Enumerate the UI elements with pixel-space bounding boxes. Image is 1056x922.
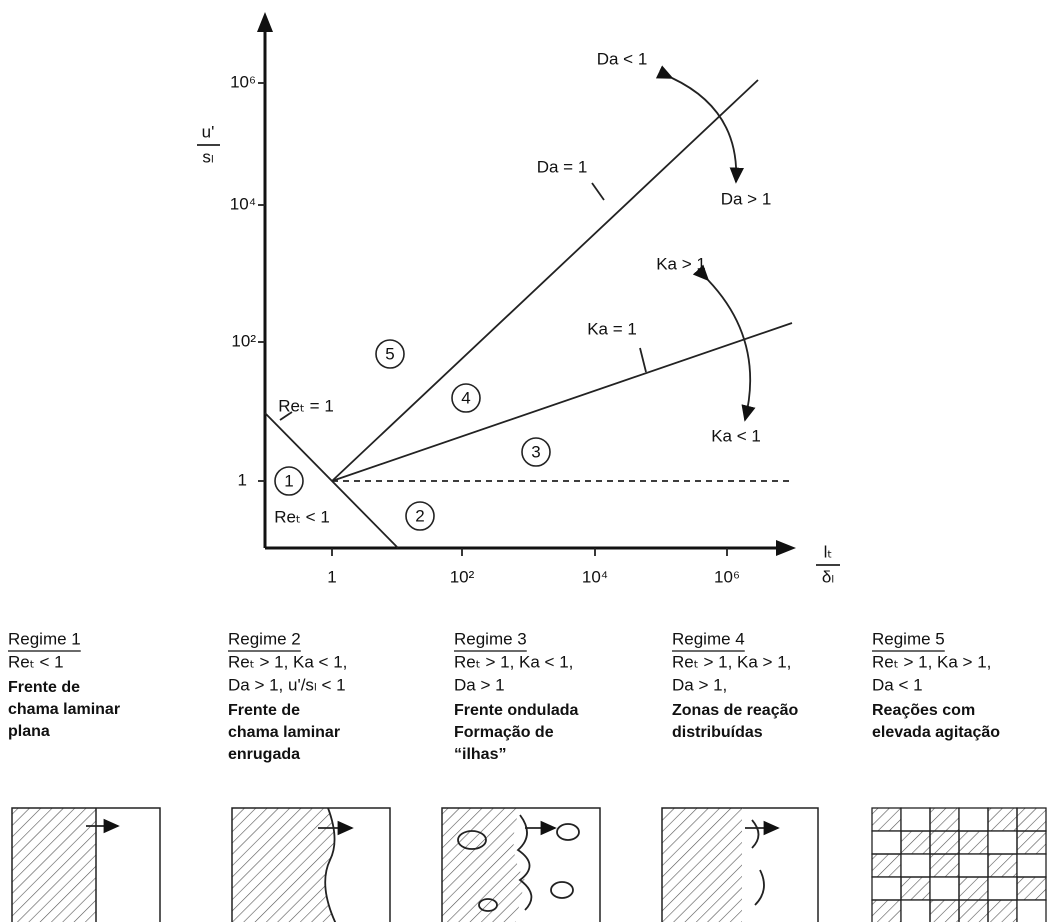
regime-title: Regime 2 xyxy=(228,629,301,648)
grid-cell xyxy=(959,900,988,922)
regime-conditions: Da < 1 xyxy=(872,675,923,694)
grid-cell xyxy=(872,808,901,831)
grid-cell xyxy=(1017,854,1046,877)
regime-conditions: Da > 1, u'/sₗ < 1 xyxy=(228,675,346,694)
line-label: Reₜ < 1 xyxy=(274,507,330,526)
regime-conditions: Reₜ > 1, Ka < 1, xyxy=(228,652,347,671)
grid-cell xyxy=(959,854,988,877)
regime-description: enrugada xyxy=(228,746,300,763)
regime-title: Regime 4 xyxy=(672,629,745,648)
grid-cell xyxy=(959,808,988,831)
regime-description: elevada agitação xyxy=(872,724,1000,741)
grid-cell xyxy=(872,877,901,900)
y-tick-label: 10² xyxy=(231,331,256,350)
line-label: Da < 1 xyxy=(597,49,648,68)
grid-cell xyxy=(959,831,988,854)
regime-description: Zonas de reação xyxy=(672,702,799,719)
grid-cell xyxy=(1017,900,1046,922)
grid-cell xyxy=(901,831,930,854)
sketches xyxy=(12,808,1046,922)
regime-description: plana xyxy=(8,723,50,740)
grid-cell xyxy=(901,808,930,831)
grid-cell xyxy=(1017,877,1046,900)
grid-cell xyxy=(1017,831,1046,854)
regime-conditions: Reₜ < 1 xyxy=(8,652,64,671)
y-label-den: sₗ xyxy=(202,147,213,166)
grid-cell xyxy=(988,900,1017,922)
grid-cell xyxy=(872,900,901,922)
x-label-num: lₜ xyxy=(824,542,833,561)
grid-cell xyxy=(988,831,1017,854)
grid-cell xyxy=(872,854,901,877)
x-tick-label: 10² xyxy=(450,567,475,586)
regime-conditions: Reₜ > 1, Ka < 1, xyxy=(454,652,573,671)
regime-title: Regime 5 xyxy=(872,629,945,648)
figure: 1 10² 10⁴ 10⁶ 1 10² 10⁴ 10⁶ u' sₗ lₜ δₗ … xyxy=(0,0,1056,922)
regime-title: Regime 1 xyxy=(8,629,81,648)
regime-description: Frente de xyxy=(228,702,300,719)
line-label: Reₜ = 1 xyxy=(278,396,334,415)
regime-description: distribuídas xyxy=(672,724,763,741)
x-label-den: δₗ xyxy=(822,567,834,586)
regime-description: “ilhas” xyxy=(454,746,506,763)
grid-cell xyxy=(959,877,988,900)
grid-cell xyxy=(901,854,930,877)
x-tick-label: 10⁶ xyxy=(714,567,740,586)
line-label: Ka < 1 xyxy=(711,426,761,445)
grid-cell xyxy=(901,900,930,922)
y-tick-label: 1 xyxy=(238,470,247,489)
region-number: 3 xyxy=(531,442,540,461)
line-label: Da = 1 xyxy=(537,157,588,176)
regime-lines xyxy=(265,78,792,548)
y-arrow xyxy=(257,12,273,32)
regime-description: Reações com xyxy=(872,702,975,719)
regime-description: Formação de xyxy=(454,724,554,741)
y-tick-label: 10⁶ xyxy=(230,72,256,91)
region-number: 4 xyxy=(461,388,470,407)
x-arrow xyxy=(776,540,796,556)
regime-panels: Regime 1 Reₜ < 1 Frente de chama laminar pla… xyxy=(8,629,1000,763)
regime-conditions: Reₜ > 1, Ka > 1, xyxy=(672,652,791,671)
y-label-num: u' xyxy=(202,122,215,141)
line-label: Ka > 1 xyxy=(656,254,706,273)
grid-cell xyxy=(988,877,1017,900)
region-number: 5 xyxy=(385,344,394,363)
regime-title: Regime 3 xyxy=(454,629,527,648)
grid-cell xyxy=(930,854,959,877)
grid-cell xyxy=(930,900,959,922)
grid-cell xyxy=(988,854,1017,877)
regime-description: chama laminar xyxy=(228,724,340,741)
grid-cell xyxy=(930,808,959,831)
region-number: 2 xyxy=(415,506,424,525)
regime-conditions: Da > 1 xyxy=(454,675,505,694)
grid-cell xyxy=(930,877,959,900)
grid-cell xyxy=(872,831,901,854)
regime-conditions: Da > 1, xyxy=(672,675,727,694)
grid-cell xyxy=(901,877,930,900)
grid-cell xyxy=(1017,808,1046,831)
line-label: Ka = 1 xyxy=(587,319,637,338)
grid-cell xyxy=(930,831,959,854)
regime-description: Frente de xyxy=(8,679,80,696)
region-number: 1 xyxy=(284,471,293,490)
grid-cell xyxy=(988,808,1017,831)
line-label: Da > 1 xyxy=(721,189,772,208)
regime-description: chama laminar xyxy=(8,701,120,718)
regime-conditions: Reₜ > 1, Ka > 1, xyxy=(872,652,991,671)
y-tick-label: 10⁴ xyxy=(230,194,256,213)
x-tick-label: 1 xyxy=(327,567,336,586)
regions: 1 2 3 4 5 xyxy=(275,340,550,530)
regime-description: Frente ondulada xyxy=(454,702,579,719)
x-tick-label: 10⁴ xyxy=(582,567,608,586)
